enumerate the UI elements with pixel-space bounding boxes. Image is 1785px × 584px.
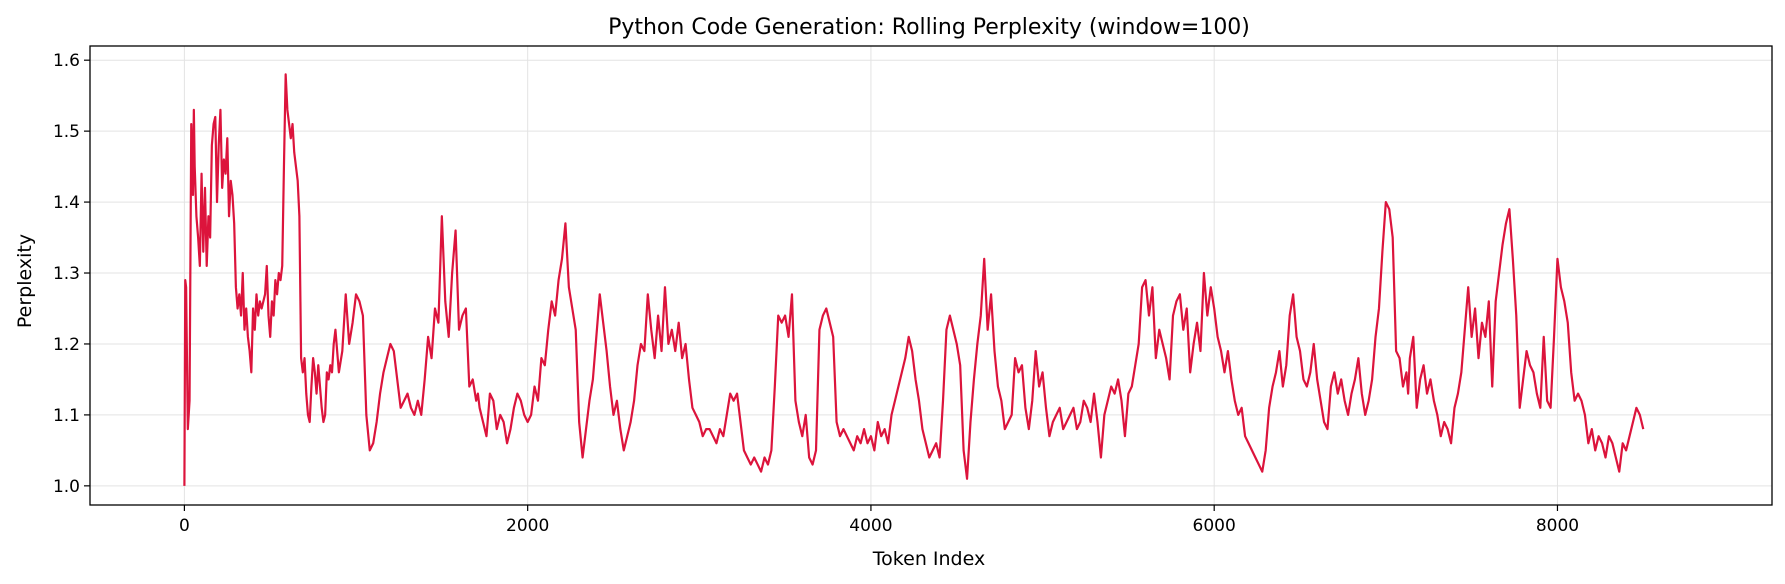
y-tick-label: 1.2 bbox=[53, 335, 80, 355]
y-tick-label: 1.6 bbox=[53, 51, 80, 71]
y-tick-label: 1.5 bbox=[53, 122, 80, 142]
y-tick-label: 1.1 bbox=[53, 406, 80, 426]
plot-frame bbox=[89, 45, 1773, 506]
series-line bbox=[183, 73, 1645, 486]
ticks: 0 2000 4000 6000 8000 1.0 1.1 1.2 1.3 1.4 1.5 1.6 bbox=[53, 51, 1579, 536]
y-axis-label: Perplexity bbox=[14, 234, 36, 328]
x-tick-label: 2000 bbox=[506, 516, 549, 536]
x-axis-label: Token Index bbox=[872, 548, 985, 570]
grid-lines bbox=[90, 46, 1772, 505]
y-tick-label: 1.0 bbox=[53, 477, 80, 497]
x-tick-label: 6000 bbox=[1193, 516, 1236, 536]
x-tick-label: 8000 bbox=[1536, 516, 1579, 536]
series-layer bbox=[183, 73, 1645, 486]
y-tick-label: 1.3 bbox=[53, 264, 80, 284]
chart-title: Python Code Generation: Rolling Perplexi… bbox=[608, 15, 1250, 40]
x-tick-label: 4000 bbox=[849, 516, 892, 536]
y-tick-label: 1.4 bbox=[53, 193, 80, 213]
x-tick-label: 0 bbox=[179, 516, 190, 536]
